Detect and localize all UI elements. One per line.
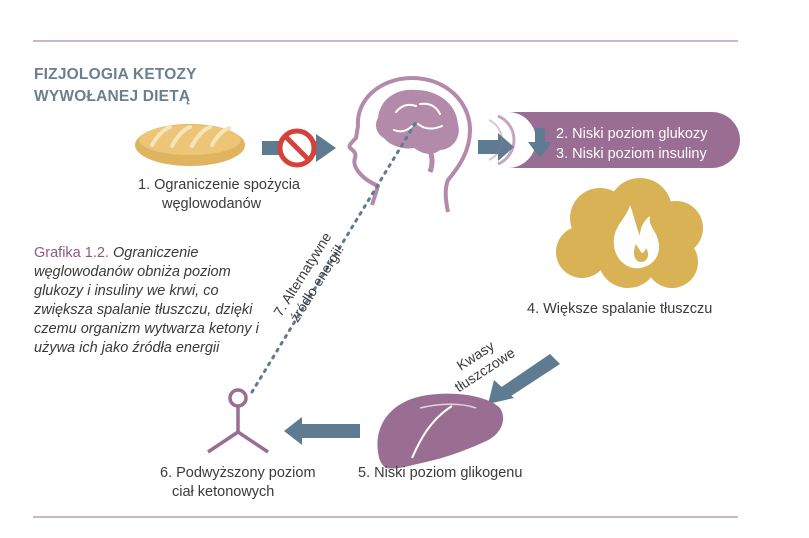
caption-label: Grafika 1.2. [34, 245, 109, 261]
step6-label: 6. Podwyższony poziom ciał ketonowych [160, 464, 316, 502]
no-sign-icon [280, 131, 314, 165]
figure-caption: Grafika 1.2. Ograniczenie węglowodanów o… [34, 244, 264, 358]
step2-label: 2. Niski poziom glukozy [542, 125, 708, 144]
step3-label: 3. Niski poziom insuliny [542, 145, 707, 164]
step1-line2: węglowodanów [138, 195, 300, 214]
ketone-icon [208, 390, 268, 452]
step6-line2: ciał ketonowych [160, 483, 316, 502]
caption-text: Ograniczenie węglowodanów obniża poziom … [34, 245, 259, 356]
liver-to-ketone-arrow [284, 417, 360, 445]
step5-label: 5. Niski poziom glikogenu [358, 464, 522, 483]
step1-label: 1. Ograniczenie spożycia węglowodanów [138, 176, 300, 214]
fire-cloud-icon [556, 178, 703, 288]
step6-line1: 6. Podwyższony poziom [160, 464, 316, 483]
liver-icon [377, 394, 503, 469]
step1-line1: 1. Ograniczenie spożycia [138, 176, 300, 195]
bread-icon [135, 124, 245, 166]
step4-label: 4. Większe spalanie tłuszczu [527, 300, 712, 319]
head-brain-icon [349, 78, 470, 212]
